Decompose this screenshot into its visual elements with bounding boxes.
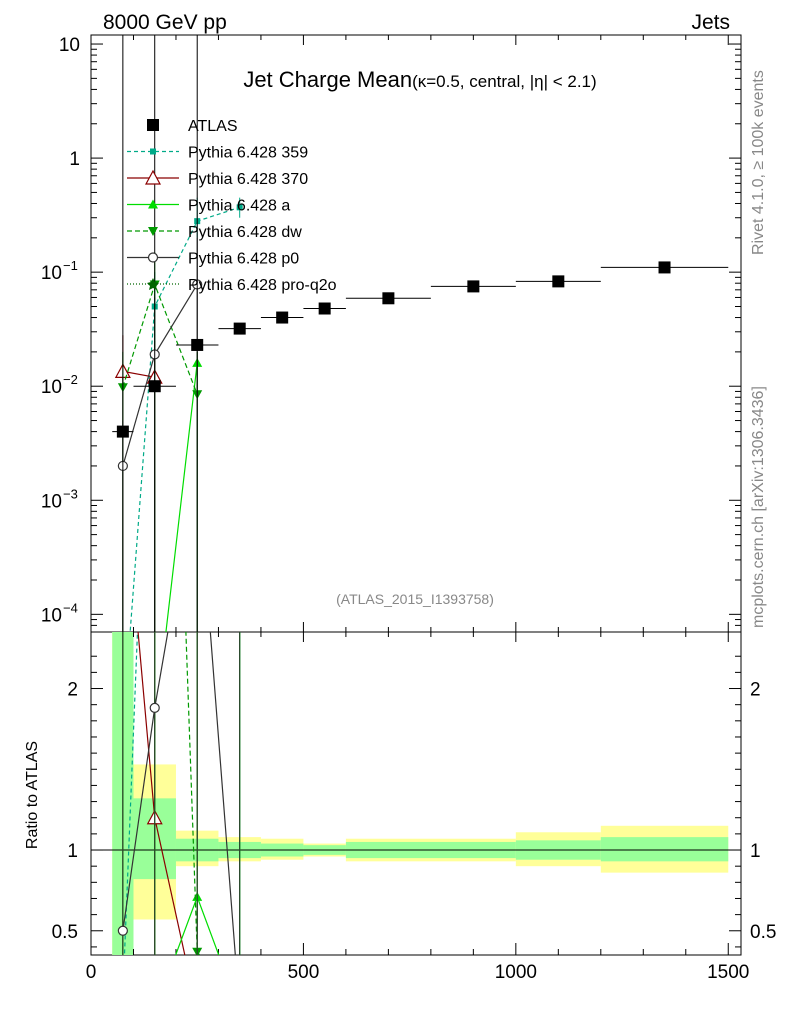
y-tick-label: 10 <box>59 35 80 56</box>
legend-marker-atlas <box>147 119 159 131</box>
legend-label-atlas: ATLAS <box>188 118 238 135</box>
legend-label: Pythia 6.428 pro-q2o <box>188 277 337 294</box>
header-right-label: Jets <box>691 11 730 34</box>
y-tick-exponent: −4 <box>63 600 78 615</box>
y-tick-exponent: −2 <box>63 372 78 387</box>
legend-marker <box>147 278 159 290</box>
ratio-band-inner <box>600 837 729 862</box>
y-tick-label: 10 <box>41 263 62 284</box>
legend-item-series-5: Pythia 6.428 pro-q2o <box>127 277 337 294</box>
chart-title-sub: (κ=0.5, central, |η| < 2.1) <box>412 72 597 91</box>
atlas-point <box>552 275 565 288</box>
ratio-y-tick-label: 2 <box>67 680 78 701</box>
legend: ATLAS Pythia 6.428 359 Pythia 6.428 370 Pyt… <box>127 118 337 294</box>
series-2-line <box>165 362 198 632</box>
ratio-y-tick-label: 1 <box>67 841 78 862</box>
legend-label: Pythia 6.428 p0 <box>188 251 299 268</box>
header-left-label: 8000 GeV pp <box>103 11 227 34</box>
legend-item-series-1: Pythia 6.428 370 <box>127 169 308 188</box>
y-tick-label: 10 <box>41 377 62 398</box>
legend-label: Pythia 6.428 a <box>188 198 290 215</box>
series-3-line <box>122 282 198 395</box>
ratio-y-tick-label-right: 0.5 <box>750 922 776 943</box>
series-4-ratio-point <box>117 925 128 936</box>
ratio-ylabel: Ratio to ATLAS <box>24 741 41 849</box>
series-0-line <box>129 206 240 632</box>
series-0-point <box>236 204 243 211</box>
series-4-ratio-line <box>122 632 236 955</box>
atlas-point <box>233 322 246 335</box>
series-1-ratio-line <box>137 632 186 955</box>
atlas-point <box>318 302 331 315</box>
legend-label: Pythia 6.428 370 <box>188 171 308 188</box>
legend-item-atlas: ATLAS <box>147 118 238 135</box>
atlas-point <box>467 280 480 293</box>
series-2-ratio-line <box>175 895 220 955</box>
legend-item-series-0: Pythia 6.428 359 <box>127 145 308 162</box>
rivet-version-label: Rivet 4.1.0, ≥ 100k events <box>750 70 767 255</box>
series-1-line <box>122 370 155 378</box>
x-tick-label: 0 <box>86 962 97 983</box>
legend-item-series-3: Pythia 6.428 dw <box>127 224 302 241</box>
y-tick-label: 10 <box>41 605 62 626</box>
ratio-y-tick-label-right: 2 <box>750 680 761 701</box>
legend-label: Pythia 6.428 359 <box>188 145 308 162</box>
y-tick-label: 1 <box>69 149 80 170</box>
legend-marker <box>144 169 162 185</box>
ratio-y-tick-label-right: 1 <box>750 841 761 862</box>
series-4-ratio-point <box>149 702 160 714</box>
legend-label: Pythia 6.428 dw <box>188 224 302 241</box>
series-4-line <box>122 284 198 467</box>
legend-marker <box>150 148 156 155</box>
y-tick-label: 10 <box>41 491 62 512</box>
mcplots-label: mcplots.cern.ch [arXiv:1306.3436] <box>750 386 767 628</box>
legend-marker <box>148 227 158 236</box>
chart-title-main: Jet Charge Mean <box>243 67 412 92</box>
analysis-label: (ATLAS_2015_I1393758) <box>336 591 494 607</box>
legend-marker <box>147 252 159 263</box>
legend-item-series-4: Pythia 6.428 p0 <box>127 251 299 268</box>
y-tick-exponent: −3 <box>63 486 78 501</box>
ratio-y-tick-label: 0.5 <box>52 922 78 943</box>
ratio-panel-frame <box>90 631 742 956</box>
atlas-point <box>276 311 289 324</box>
x-tick-label: 1500 <box>707 962 749 983</box>
atlas-point <box>382 292 395 305</box>
x-tick-label: 1000 <box>495 962 537 983</box>
atlas-point <box>658 261 671 274</box>
x-tick-label: 500 <box>288 962 320 983</box>
y-tick-exponent: −1 <box>63 258 78 273</box>
chart-title: Jet Charge Mean(κ=0.5, central, |η| < 2.… <box>243 67 596 92</box>
legend-item-series-2: Pythia 6.428 a <box>127 198 290 215</box>
legend-marker <box>148 199 158 209</box>
